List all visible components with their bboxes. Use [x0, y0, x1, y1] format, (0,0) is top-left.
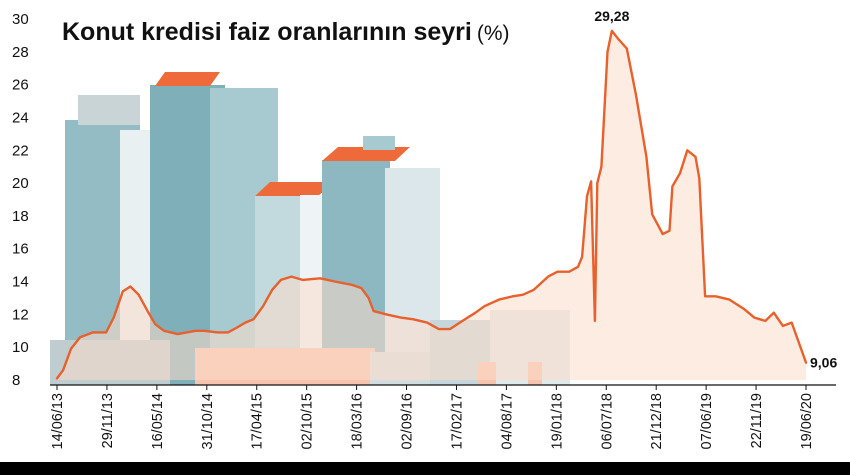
- y-tick-label: 14: [12, 274, 29, 291]
- y-tick-label: 18: [12, 208, 29, 225]
- x-tick-label: 07/06/19: [699, 393, 715, 449]
- x-tick-label: 29/11/13: [100, 393, 116, 448]
- x-tick-label: 16/05/14: [150, 393, 166, 449]
- series-line: [55, 29, 808, 380]
- chart-title-main: Konut kredisi faiz oranlarının seyri: [62, 18, 472, 46]
- chart-title: Konut kredisi faiz oranlarının seyri (%): [62, 18, 510, 46]
- y-tick-label: 20: [12, 175, 29, 192]
- annotation-label: 9,06: [810, 355, 837, 371]
- annotations: 29,28 9,06: [594, 8, 837, 371]
- series-area: [57, 30, 806, 381]
- y-tick-label: 24: [12, 109, 29, 126]
- x-tick-label: 02/09/16: [400, 393, 416, 449]
- x-tick-label: 06/07/18: [599, 393, 615, 449]
- x-tick-label: 18/03/16: [350, 393, 366, 449]
- y-tick-label: 8: [12, 372, 20, 389]
- x-tick-label: 22/11/19: [749, 393, 765, 448]
- x-tick-label: 17/02/17: [449, 393, 465, 449]
- y-tick-label: 28: [12, 44, 29, 61]
- building-right-top: [363, 136, 395, 150]
- y-tick-label: 22: [12, 142, 29, 159]
- roof-orange-center: [155, 72, 220, 86]
- roof-orange-right: [322, 147, 410, 161]
- x-tick-label: 19/01/18: [549, 393, 565, 449]
- x-tick-label: 31/10/14: [200, 393, 216, 449]
- y-tick-label: 30: [12, 11, 29, 28]
- x-tick-label: 17/04/15: [250, 393, 266, 449]
- chart-title-unit: (%): [477, 22, 510, 45]
- roof-orange-mid: [255, 182, 335, 196]
- y-axis: 8 10 12 14 16 18 20 22 24 26 28 30: [12, 11, 29, 389]
- x-tick-label: 21/12/18: [649, 393, 665, 449]
- x-tick-label: 14/06/13: [50, 393, 66, 449]
- y-tick-label: 12: [12, 306, 29, 323]
- x-tick-label: 04/08/17: [499, 393, 515, 449]
- y-tick-label: 26: [12, 77, 29, 94]
- y-tick-label: 16: [12, 241, 29, 258]
- x-tick-label: 02/10/15: [300, 393, 316, 449]
- x-tick-label: 19/06/20: [799, 393, 815, 449]
- bottom-bar: [0, 462, 850, 475]
- y-tick-label: 10: [12, 339, 29, 356]
- annotation-label: 29,28: [594, 8, 629, 24]
- x-axis: 14/06/13 29/11/13 16/05/14 31/10/14 17/04/15…: [50, 385, 815, 449]
- building-tall-left-back: [78, 95, 140, 125]
